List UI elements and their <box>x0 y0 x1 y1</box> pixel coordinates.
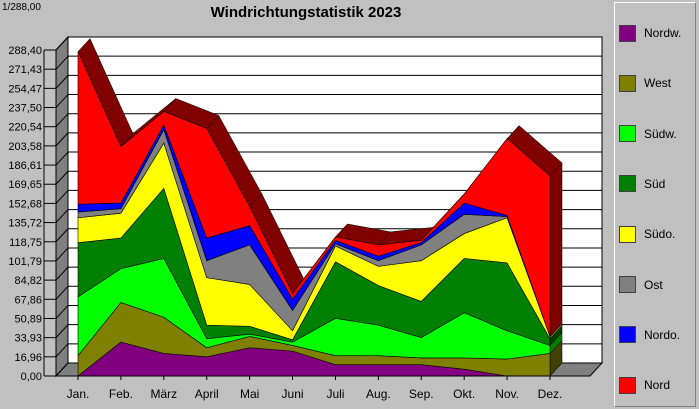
y-tick-label: 271,43 <box>8 64 42 76</box>
x-tick-label: Mai <box>240 387 259 401</box>
y-tick-label: 16,96 <box>14 352 42 364</box>
x-tick-label: Feb. <box>109 387 133 401</box>
legend-item: Nordw. <box>619 23 681 43</box>
x-tick-label: Juli <box>326 387 344 401</box>
legend-item: Südo. <box>619 224 675 244</box>
corner-scale-label: 1/288,00 <box>2 2 41 13</box>
legend-swatch <box>619 225 636 243</box>
y-tick-label: 118,75 <box>9 237 42 249</box>
x-tick-label: Aug. <box>366 387 391 401</box>
y-tick-label: 101,79 <box>8 256 42 268</box>
legend-label: West <box>644 76 672 91</box>
y-tick-label: 186,61 <box>8 160 42 172</box>
gridline-diagonal <box>55 113 69 128</box>
chart-title: Windrichtungstatistik 2023 <box>210 4 402 21</box>
y-tick-label: 152,68 <box>8 198 42 210</box>
legend-label: Süd <box>644 176 666 191</box>
gridline-diagonal <box>55 75 69 89</box>
x-tick-label: April <box>195 387 219 401</box>
gridline-diagonal <box>55 247 69 262</box>
legend-label: Nordw. <box>644 26 682 40</box>
legend-label: Ost <box>644 277 663 292</box>
legend-item: Ost <box>619 275 663 295</box>
gridline-diagonal <box>55 324 69 338</box>
y-tick-label: 203,58 <box>8 141 42 153</box>
legend-item: Nord <box>619 375 670 395</box>
x-tick-label: Okt. <box>453 387 475 401</box>
y-tick-label: 0,00 <box>21 371 42 383</box>
y-tick-label: 254,47 <box>8 83 42 95</box>
gridline-diagonal <box>55 151 69 166</box>
legend-item: Nordo. <box>619 325 680 345</box>
y-tick-label: 67,86 <box>14 294 42 306</box>
gridline-diagonal <box>55 228 69 243</box>
plot-side-wall <box>55 35 69 378</box>
y-tick-label: 84,82 <box>14 275 42 287</box>
legend-label: Südw. <box>644 126 677 141</box>
gridline-diagonal <box>55 362 69 377</box>
gridline-diagonal <box>55 55 69 70</box>
y-tick-label: 237,50 <box>8 103 42 115</box>
legend-label: Nord <box>644 378 671 393</box>
legend-label: Südo. <box>644 227 676 242</box>
x-tick-label: Sep. <box>409 387 434 401</box>
y-tick-label: 220,54 <box>8 122 42 134</box>
y-tick-label: 169,65 <box>8 179 42 191</box>
gridline-diagonal <box>55 285 69 300</box>
legend-swatch <box>619 125 636 143</box>
x-tick-label: Juni <box>282 387 304 401</box>
legend-swatch <box>619 376 636 394</box>
gridline-diagonal <box>55 305 69 319</box>
legend: Nord Nordo. Ost Südo. Süd Südw. West Nordw. <box>614 2 696 407</box>
y-tick-label: 288,40 <box>8 45 42 57</box>
gridline-diagonal <box>55 209 69 223</box>
gridline-diagonal <box>55 170 69 185</box>
stack-end-cap <box>549 162 563 338</box>
y-tick-label: 135,72 <box>8 218 42 230</box>
legend-swatch <box>619 24 636 42</box>
legend-item: Südw. <box>619 124 677 144</box>
x-tick-label: Dez. <box>538 387 563 401</box>
x-tick-label: Jan. <box>67 387 90 401</box>
legend-swatch <box>619 276 636 293</box>
legend-item: West <box>619 73 671 93</box>
gridline-diagonal <box>55 266 69 281</box>
legend-swatch <box>619 74 636 92</box>
y-tick-label: 33,93 <box>14 333 42 345</box>
gridline-diagonal <box>55 36 69 51</box>
x-tick-label: Nov. <box>495 387 519 401</box>
gridline-diagonal <box>55 94 69 108</box>
legend-item: Süd <box>619 174 665 194</box>
gridline-diagonal <box>55 132 69 147</box>
y-tick-label: 50,89 <box>14 313 42 325</box>
x-tick-label: März <box>150 387 177 401</box>
area-nord <box>77 51 551 337</box>
legend-swatch <box>619 175 636 193</box>
gridline-diagonal <box>55 343 69 358</box>
legend-swatch <box>619 326 636 344</box>
legend-label: Nordo. <box>644 327 681 342</box>
gridline-diagonal <box>55 190 69 204</box>
